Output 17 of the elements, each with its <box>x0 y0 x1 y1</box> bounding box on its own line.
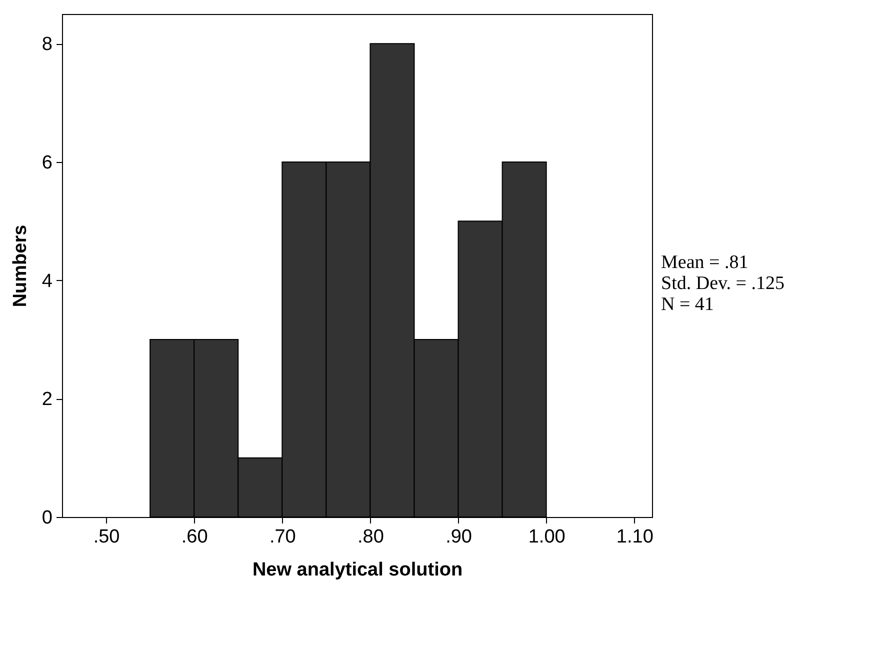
x-tick-label: .60 <box>181 526 208 548</box>
y-tick-label: 8 <box>42 34 52 56</box>
x-tick-label: 1.10 <box>616 526 654 548</box>
x-tick-label: .90 <box>446 526 472 548</box>
y-tick-label: 2 <box>42 389 52 410</box>
x-axis-title: New analytical solution <box>252 560 463 580</box>
x-tick-label: .70 <box>269 526 296 548</box>
text: Mean = .81 <box>661 252 750 273</box>
y-axis-title: Numbers <box>10 224 31 308</box>
y-tick-label: 4 <box>42 270 53 292</box>
x-tick-label: .80 <box>358 526 384 548</box>
text: Std. Dev. = .125 <box>661 273 784 294</box>
y-tick-label: 0 <box>42 508 52 528</box>
x-tick-label: 1.00 <box>528 526 566 548</box>
y-tick-label: 6 <box>42 152 52 174</box>
x-tick-label: .50 <box>93 526 120 548</box>
text: N = 41 <box>661 294 715 315</box>
